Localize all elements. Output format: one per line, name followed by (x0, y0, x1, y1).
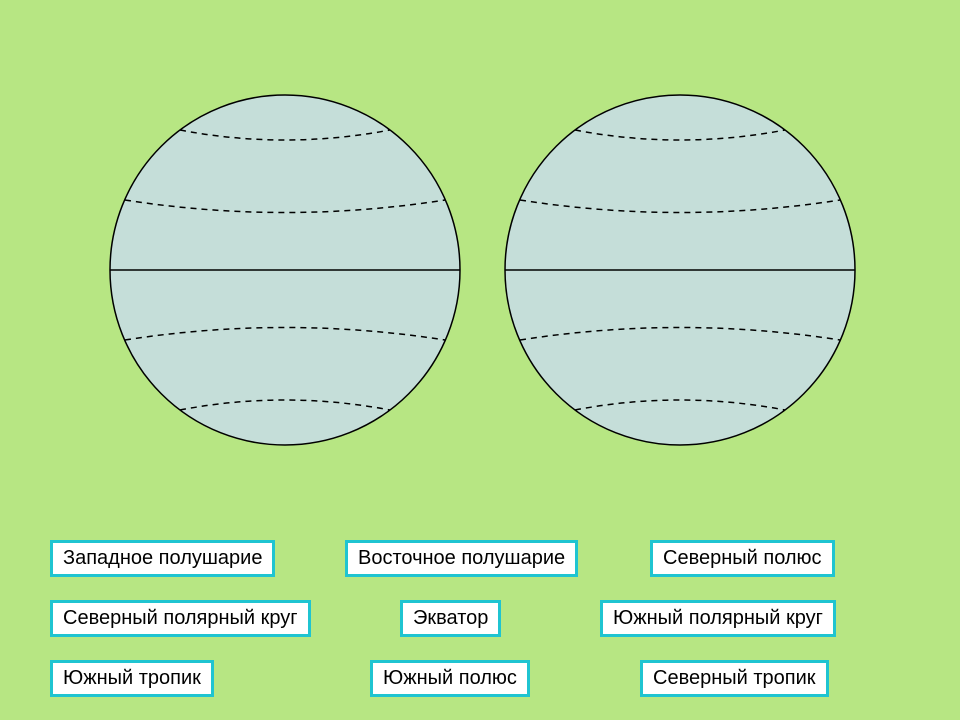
label-western-hemisphere[interactable]: Западное полушарие (50, 540, 275, 577)
label-antarctic-circle[interactable]: Южный полярный круг (600, 600, 836, 637)
label-equator[interactable]: Экватор (400, 600, 501, 637)
label-eastern-hemisphere[interactable]: Восточное полушарие (345, 540, 578, 577)
label-south-pole[interactable]: Южный полюс (370, 660, 530, 697)
label-tropic-capricorn[interactable]: Южный тропик (50, 660, 214, 697)
label-tropic-cancer[interactable]: Северный тропик (640, 660, 829, 697)
label-north-pole[interactable]: Северный полюс (650, 540, 835, 577)
label-arctic-circle[interactable]: Северный полярный круг (50, 600, 311, 637)
